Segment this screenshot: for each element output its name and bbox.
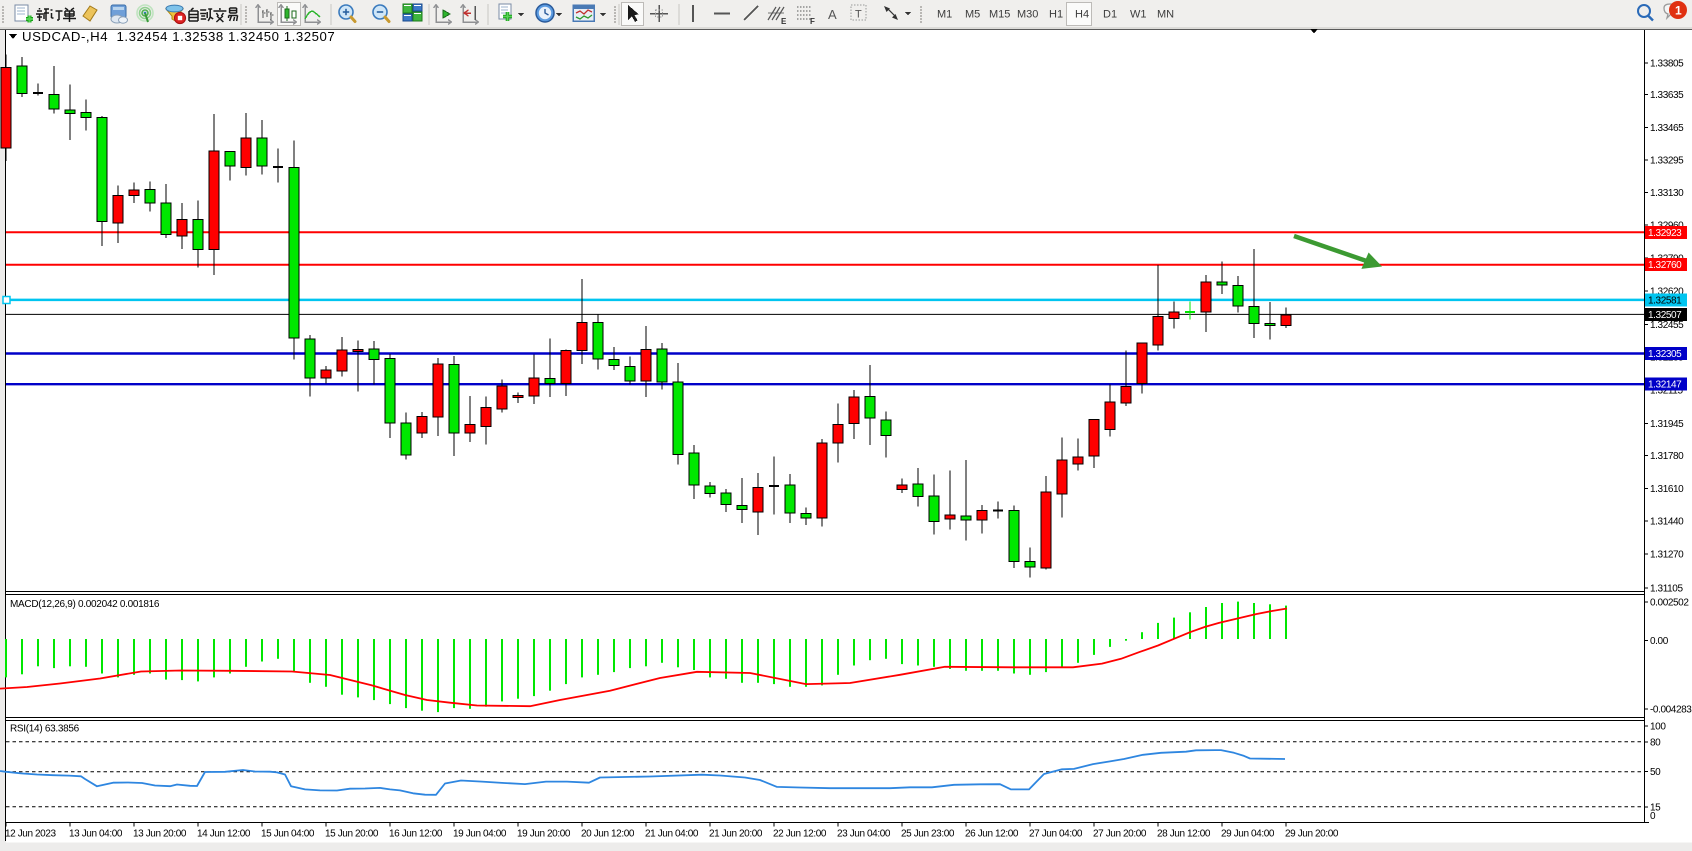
svg-text:20 Jun 12:00: 20 Jun 12:00: [581, 829, 635, 840]
svg-text:22 Jun 12:00: 22 Jun 12:00: [773, 829, 827, 840]
svg-text:RSI(14) 63.3856: RSI(14) 63.3856: [10, 724, 80, 735]
svg-text:0: 0: [1650, 811, 1656, 822]
svg-text:1.31945: 1.31945: [1650, 419, 1684, 430]
svg-text:13 Jun 04:00: 13 Jun 04:00: [69, 829, 123, 840]
svg-text:19 Jun 04:00: 19 Jun 04:00: [453, 829, 507, 840]
svg-text:50: 50: [1650, 767, 1661, 778]
svg-text:1.32115: 1.32115: [1650, 385, 1683, 396]
svg-text:M30: M30: [1017, 9, 1038, 21]
svg-text:1: 1: [1675, 4, 1682, 18]
svg-text:1.32620: 1.32620: [1650, 286, 1684, 297]
svg-text:1.33635: 1.33635: [1650, 90, 1684, 101]
svg-text:M1: M1: [937, 9, 952, 21]
svg-text:USDCAD-,H4 1.32454 1.32538 1.: USDCAD-,H4 1.32454 1.32538 1.32450 1.325…: [22, 29, 335, 44]
svg-text:1.32760: 1.32760: [1648, 260, 1682, 271]
svg-text:1.33130: 1.33130: [1650, 188, 1684, 199]
svg-text:27 Jun 20:00: 27 Jun 20:00: [1093, 829, 1147, 840]
svg-text:1.32581: 1.32581: [1648, 295, 1682, 306]
svg-text:1.31610: 1.31610: [1650, 484, 1684, 495]
svg-text:23 Jun 04:00: 23 Jun 04:00: [837, 829, 891, 840]
svg-text:1.32507: 1.32507: [1648, 310, 1682, 321]
svg-text:0.00: 0.00: [1650, 636, 1669, 647]
svg-text:T: T: [855, 9, 862, 21]
svg-text:21 Jun 20:00: 21 Jun 20:00: [709, 829, 763, 840]
svg-text:1.32147: 1.32147: [1648, 380, 1682, 391]
svg-text:0.002502: 0.002502: [1650, 598, 1689, 609]
svg-text:F: F: [810, 17, 815, 26]
svg-text:1.31105: 1.31105: [1650, 584, 1683, 595]
svg-text:29 Jun 04:00: 29 Jun 04:00: [1221, 829, 1275, 840]
svg-text:1.31440: 1.31440: [1650, 517, 1684, 528]
svg-text:H4: H4: [1075, 9, 1089, 21]
svg-text:1.33805: 1.33805: [1650, 58, 1684, 69]
svg-text:1.31270: 1.31270: [1650, 550, 1684, 561]
svg-text:-0.004283: -0.004283: [1650, 705, 1692, 716]
svg-text:12 Jun 2023: 12 Jun 2023: [5, 829, 56, 840]
svg-text:MN: MN: [1157, 9, 1174, 21]
svg-text:14 Jun 12:00: 14 Jun 12:00: [197, 829, 251, 840]
svg-text:A: A: [828, 7, 837, 22]
svg-text:H1: H1: [1049, 9, 1063, 21]
svg-text:16 Jun 12:00: 16 Jun 12:00: [389, 829, 443, 840]
svg-text:25 Jun 23:00: 25 Jun 23:00: [901, 829, 955, 840]
svg-text:21 Jun 04:00: 21 Jun 04:00: [645, 829, 699, 840]
svg-text:M15: M15: [989, 9, 1010, 21]
svg-text:100: 100: [1650, 722, 1666, 733]
svg-text:27 Jun 04:00: 27 Jun 04:00: [1029, 829, 1083, 840]
svg-text:1.32923: 1.32923: [1648, 228, 1682, 239]
svg-text:1.32305: 1.32305: [1648, 349, 1682, 360]
svg-text:W1: W1: [1130, 9, 1147, 21]
svg-text:MACD(12,26,9) 0.002042 0.00181: MACD(12,26,9) 0.002042 0.001816: [10, 599, 160, 610]
svg-text:D1: D1: [1103, 9, 1117, 21]
svg-text:13 Jun 20:00: 13 Jun 20:00: [133, 829, 187, 840]
svg-text:80: 80: [1650, 737, 1661, 748]
svg-text:1.33465: 1.33465: [1650, 123, 1684, 134]
svg-text:15 Jun 20:00: 15 Jun 20:00: [325, 829, 379, 840]
svg-text:26 Jun 12:00: 26 Jun 12:00: [965, 829, 1019, 840]
svg-text:15 Jun 04:00: 15 Jun 04:00: [261, 829, 315, 840]
svg-text:28 Jun 12:00: 28 Jun 12:00: [1157, 829, 1211, 840]
svg-text:19 Jun 20:00: 19 Jun 20:00: [517, 829, 571, 840]
svg-text:M5: M5: [965, 9, 980, 21]
svg-text:1.32455: 1.32455: [1650, 320, 1684, 331]
svg-text:1.31780: 1.31780: [1650, 451, 1684, 462]
svg-text:1.33295: 1.33295: [1650, 156, 1684, 167]
svg-text:15: 15: [1650, 802, 1661, 813]
svg-text:E: E: [781, 17, 787, 26]
svg-text:29 Jun 20:00: 29 Jun 20:00: [1285, 829, 1339, 840]
